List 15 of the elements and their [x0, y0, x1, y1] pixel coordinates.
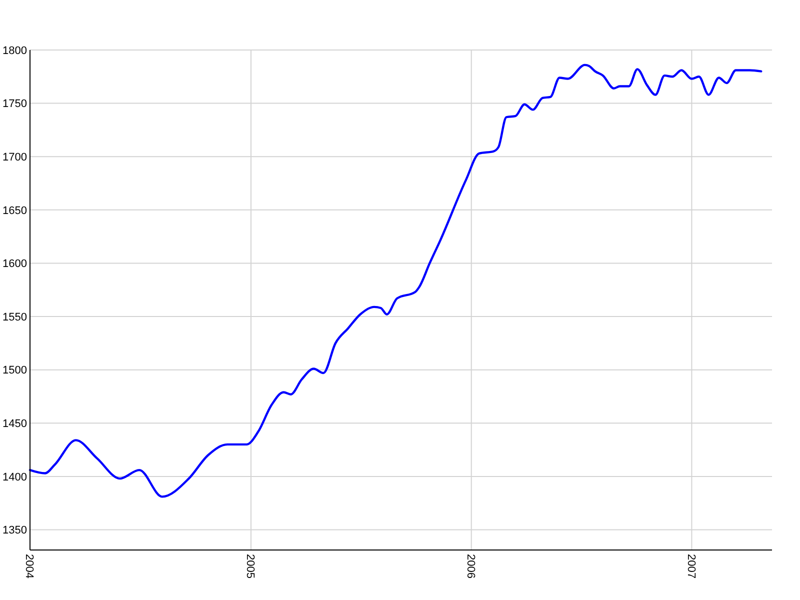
y-tick-label: 1450: [2, 418, 27, 430]
y-tick-label: 1550: [2, 311, 27, 324]
y-tick-label: 1350: [2, 524, 27, 537]
y-tick-label: 1400: [2, 471, 27, 484]
y-tick-label: 1700: [2, 151, 27, 164]
y-tick-label: 1500: [2, 364, 27, 377]
x-tick-label: 2006: [464, 554, 476, 578]
x-tick-label: 2005: [244, 554, 256, 578]
x-tick-label: 2004: [23, 554, 36, 578]
y-tick-label: 1800: [2, 44, 27, 57]
y-tick-label: 1750: [2, 98, 27, 110]
line-series: [28, 64, 762, 498]
x-tick-label: 2007: [684, 554, 697, 578]
y-tick-label: 1600: [2, 258, 27, 270]
y-tick-label: 1650: [2, 204, 27, 217]
